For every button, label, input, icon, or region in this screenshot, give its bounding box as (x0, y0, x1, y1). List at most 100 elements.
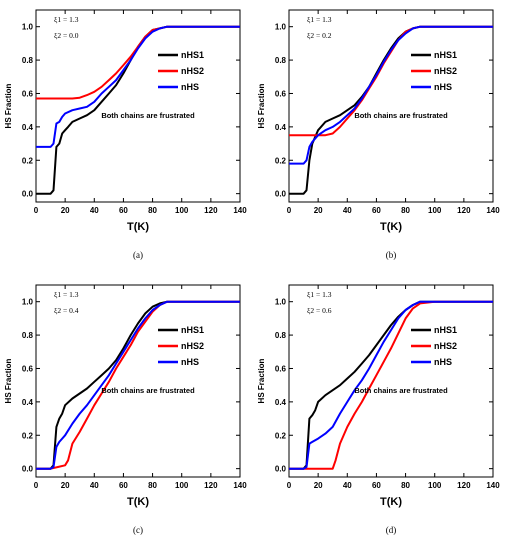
x-tick-label: 120 (457, 206, 471, 215)
legend-label: nHS1 (434, 325, 457, 335)
chart-panel-c: 0 20 40 60 80 100 120 140 0.0 0.2 0.4 0.6 0.8 1.0 T(K)… (0, 275, 253, 550)
legend-label: nHS (181, 357, 199, 367)
x-tick-label: 60 (372, 481, 381, 490)
y-tick-label: 0.0 (275, 465, 287, 474)
y-axis-title: HS Fraction (257, 83, 266, 128)
legend-label: nHS2 (434, 341, 457, 351)
legend-label: nHS2 (434, 66, 457, 76)
annotation-text: Both chains are frustrated (354, 111, 448, 120)
x-tick-label: 80 (148, 206, 157, 215)
x-tick-label: 20 (314, 481, 323, 490)
series-line-nHS (289, 300, 493, 470)
param-label: ξ1 = 1.3 (307, 15, 332, 24)
y-axis-title: HS Fraction (257, 358, 266, 403)
x-tick-label: 0 (34, 206, 39, 215)
x-tick-label: 80 (401, 481, 410, 490)
param-label: ξ2 = 0.4 (54, 306, 79, 315)
x-tick-label: 40 (90, 206, 99, 215)
y-tick-label: 1.0 (22, 23, 34, 32)
chart-panel-b: 0 20 40 60 80 100 120 140 0.0 0.2 0.4 0.6 0.8 1.0 T(K)… (253, 0, 506, 275)
y-tick-label: 0.8 (275, 331, 287, 340)
chart-panel-a: 0 20 40 60 80 100 120 140 0.0 0.2 0.4 0.6 0.8 1.0 T(K)… (0, 0, 253, 275)
legend-label: nHS1 (434, 50, 457, 60)
x-tick-label: 60 (119, 206, 128, 215)
y-axis-title: HS Fraction (4, 358, 13, 403)
y-tick-label: 0.0 (275, 190, 287, 199)
x-tick-label: 40 (343, 206, 352, 215)
chart-svg: 0 20 40 60 80 100 120 140 0.0 0.2 0.4 0.6 0.8 1.0 T(K)… (257, 9, 500, 260)
legend-label: nHS (434, 82, 452, 92)
x-axis-title: T(K) (127, 496, 149, 508)
y-tick-label: 0.6 (275, 364, 287, 373)
y-tick-label: 0.0 (22, 465, 34, 474)
series-line-nHS2 (289, 300, 493, 470)
y-tick-label: 0.2 (22, 431, 34, 440)
x-tick-label: 120 (204, 481, 218, 490)
annotation-text: Both chains are frustrated (101, 111, 195, 120)
annotation-text: Both chains are frustrated (354, 386, 448, 395)
series-line-nHS (289, 25, 493, 165)
x-tick-label: 0 (34, 481, 39, 490)
y-tick-label: 0.8 (22, 56, 34, 65)
param-label: ξ1 = 1.3 (307, 290, 332, 299)
y-tick-label: 0.2 (275, 156, 287, 165)
x-axis-title: T(K) (380, 496, 402, 508)
x-tick-label: 0 (287, 206, 292, 215)
x-tick-label: 140 (486, 481, 500, 490)
x-tick-label: 80 (401, 206, 410, 215)
y-tick-label: 0.6 (22, 364, 34, 373)
x-tick-label: 140 (486, 206, 500, 215)
x-tick-label: 60 (119, 481, 128, 490)
x-tick-label: 120 (457, 481, 471, 490)
x-tick-label: 20 (61, 481, 70, 490)
chart-svg: 0 20 40 60 80 100 120 140 0.0 0.2 0.4 0.6 0.8 1.0 T(K)… (257, 284, 500, 535)
y-tick-label: 0.6 (22, 89, 34, 98)
y-tick-label: 0.4 (22, 398, 34, 407)
x-tick-label: 140 (233, 481, 247, 490)
y-tick-label: 0.8 (22, 331, 34, 340)
panel-caption: (c) (133, 525, 143, 535)
panel-caption: (b) (386, 250, 397, 260)
annotation-text: Both chains are frustrated (101, 386, 195, 395)
param-label: ξ2 = 0.2 (307, 31, 332, 40)
plot-frame (288, 9, 494, 203)
plot-frame (35, 284, 241, 478)
x-axis-title: T(K) (380, 221, 402, 233)
y-tick-label: 0.4 (22, 123, 34, 132)
x-tick-label: 20 (314, 206, 323, 215)
series-line-nHS1 (36, 300, 240, 470)
legend-label: nHS2 (181, 341, 204, 351)
y-tick-label: 0.6 (275, 89, 287, 98)
x-tick-label: 100 (175, 206, 189, 215)
y-tick-label: 1.0 (275, 298, 287, 307)
x-tick-label: 20 (61, 206, 70, 215)
x-tick-label: 140 (233, 206, 247, 215)
chart-panel-d: 0 20 40 60 80 100 120 140 0.0 0.2 0.4 0.6 0.8 1.0 T(K)… (253, 275, 506, 550)
x-axis-title: T(K) (127, 221, 149, 233)
x-tick-label: 80 (148, 481, 157, 490)
x-tick-label: 100 (175, 481, 189, 490)
y-tick-label: 0.2 (22, 156, 34, 165)
y-tick-label: 1.0 (22, 298, 34, 307)
plot-frame (35, 9, 241, 203)
y-tick-label: 0.4 (275, 398, 287, 407)
y-tick-label: 0.4 (275, 123, 287, 132)
x-tick-label: 120 (204, 206, 218, 215)
legend-label: nHS1 (181, 325, 204, 335)
plot-frame (288, 284, 494, 478)
legend-label: nHS1 (181, 50, 204, 60)
chart-svg: 0 20 40 60 80 100 120 140 0.0 0.2 0.4 0.6 0.8 1.0 T(K)… (4, 284, 247, 535)
series-line-nHS (36, 300, 240, 470)
series-line-nHS (36, 25, 240, 148)
x-tick-label: 40 (90, 481, 99, 490)
y-tick-label: 0.2 (275, 431, 287, 440)
x-tick-label: 0 (287, 481, 292, 490)
x-tick-label: 40 (343, 481, 352, 490)
param-label: ξ1 = 1.3 (54, 15, 79, 24)
legend-label: nHS (181, 82, 199, 92)
param-label: ξ2 = 0.0 (54, 31, 79, 40)
param-label: ξ2 = 0.6 (307, 306, 332, 315)
x-tick-label: 100 (428, 206, 442, 215)
chart-svg: 0 20 40 60 80 100 120 140 0.0 0.2 0.4 0.6 0.8 1.0 T(K)… (4, 9, 247, 260)
panel-caption: (d) (386, 525, 397, 535)
